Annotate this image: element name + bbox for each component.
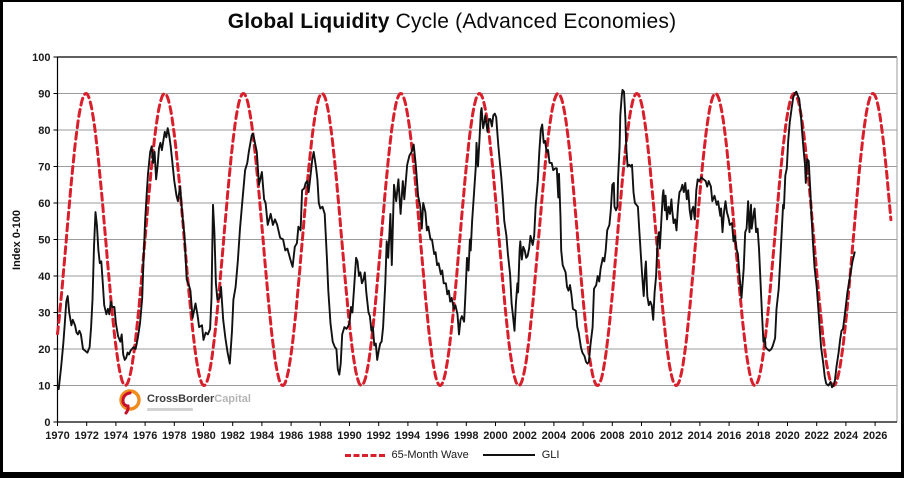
y-tick-label: 10 (38, 381, 50, 393)
series-65-month-wave (56, 92, 893, 387)
legend-item-gli: GLI (482, 449, 560, 461)
y-tick-label: 0 (44, 417, 50, 429)
logo-wordmark: CrossBorderCapital (147, 389, 251, 411)
x-tick-label: 2006 (571, 430, 595, 442)
x-tick-label: 1976 (133, 430, 157, 442)
chart-title-rest: Cycle (Advanced Economies) (389, 10, 677, 33)
y-tick-label: 50 (38, 235, 50, 247)
y-tick-label: 40 (38, 271, 50, 283)
x-tick-label: 2020 (775, 430, 799, 442)
legend-item-wave: 65-Month Wave (344, 449, 469, 461)
wave-label: 65-Month Wave (391, 449, 469, 461)
chart-title-bold: Global Liquidity (227, 10, 390, 33)
x-tick-label: 2022 (804, 430, 828, 442)
x-tick-label: 1988 (308, 430, 332, 442)
gli-line-swatch (482, 454, 535, 456)
chart-legend: 65-Month Wave GLI (3, 449, 901, 461)
x-tick-label: 1982 (220, 430, 244, 442)
logo-tagline (147, 408, 193, 411)
gli-label: GLI (541, 449, 560, 461)
y-tick-label: 80 (38, 125, 50, 137)
x-tick-label: 1974 (104, 430, 129, 442)
y-tick-label: 60 (38, 198, 50, 210)
y-tick-label: 20 (38, 344, 50, 356)
x-tick-label: 1994 (396, 430, 421, 442)
y-tick-label: 70 (38, 162, 50, 174)
y-tick-label: 100 (32, 52, 50, 64)
chart-canvas: Global Liquidity Cycle (Advanced Economi… (3, 2, 901, 472)
x-tick-label: 2008 (600, 430, 624, 442)
x-tick-label: 2018 (746, 430, 770, 442)
chart-plot: 0 10 20 30 40 50 60 70 80 90 100 1970 1972 1974 1976 19… (32, 52, 898, 442)
x-tick-label: 1980 (191, 430, 215, 442)
x-tick-label: 1992 (366, 430, 390, 442)
x-tick-label: 2004 (542, 430, 567, 442)
crossborder-logo: CrossBorderCapital (118, 389, 251, 415)
x-tick-label: 1978 (162, 430, 186, 442)
x-tick-label: 1984 (250, 430, 275, 442)
logo-text-bold: CrossBorder (147, 393, 215, 405)
x-tick-label: 1998 (454, 430, 478, 442)
x-tick-label: 2010 (629, 430, 653, 442)
x-tick-label: 2002 (512, 430, 536, 442)
x-tick-label: 2016 (717, 430, 741, 442)
x-tick-label: 1972 (74, 430, 98, 442)
y-tick-label: 90 (38, 89, 50, 101)
x-tick-label: 2026 (863, 430, 887, 442)
x-tick-label: 1970 (45, 430, 69, 442)
y-tick-label: 30 (38, 308, 50, 320)
x-tick-label: 2014 (688, 430, 713, 442)
x-tick-label: 1990 (337, 430, 361, 442)
series-gli (56, 88, 856, 391)
crossborder-swirl-icon (119, 389, 141, 415)
logo-text-light: Capital (214, 393, 251, 405)
x-tick-label: 2000 (483, 430, 507, 442)
wave-dash-swatch (344, 453, 385, 457)
chart-title: Global Liquidity Cycle (Advanced Economi… (3, 10, 901, 34)
x-tick-label: 1986 (279, 430, 303, 442)
x-tick-label: 1996 (425, 430, 449, 442)
x-tick-label: 2012 (658, 430, 682, 442)
x-tick-label: 2024 (834, 430, 859, 442)
